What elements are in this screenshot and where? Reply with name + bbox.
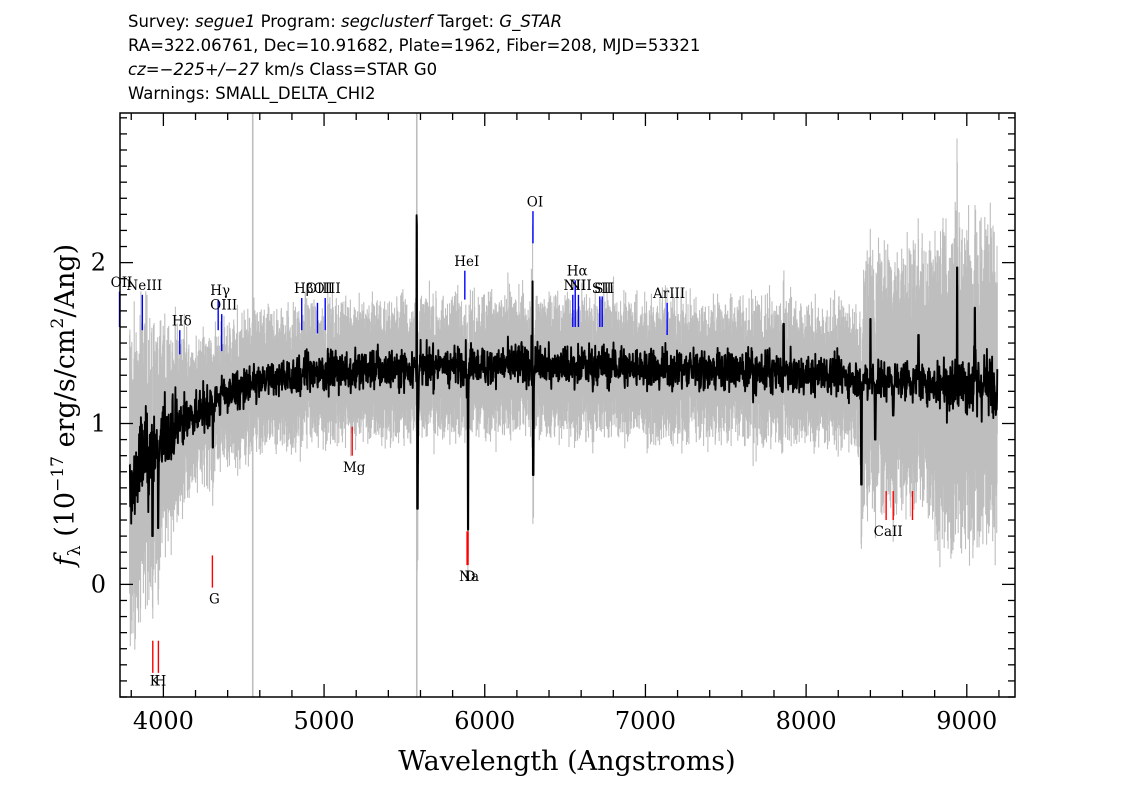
line-label: OIII (210, 297, 237, 313)
flux-series (128, 214, 999, 538)
x-tick-label: 6000 (454, 707, 515, 735)
line-label: Hγ (210, 283, 230, 299)
class-text: km/s Class=STAR G0 (259, 60, 438, 79)
y-axis-label: fλ (10−17 erg/s/cm2/Ang) (48, 244, 85, 568)
line-label: CaII (874, 524, 903, 540)
x-tick-label: 4000 (133, 707, 194, 735)
header-line-survey: Survey: segue1 Program: segclusterf Targ… (128, 10, 700, 34)
y-label-lambda: λ (65, 545, 85, 556)
line-label: Na (459, 569, 479, 585)
y-tick-label: 2 (91, 249, 106, 277)
header-line-coords: RA=322.06761, Dec=10.91682, Plate=1962, … (128, 36, 701, 55)
survey-label: Survey: (128, 12, 190, 31)
y-tick-label: 0 (91, 570, 106, 598)
line-label: SII (592, 281, 612, 297)
line-label: D (465, 569, 476, 585)
line-label: Mg (343, 460, 366, 476)
y-label-exp1: −17 (48, 456, 68, 492)
cz-label: cz= (128, 60, 160, 79)
plot-frame (119, 112, 1016, 698)
line-label: HeI (454, 254, 479, 270)
line-label: NeIII (126, 278, 162, 294)
cz-value: −225+/−27 (159, 60, 260, 79)
x-tick-label: 5000 (294, 707, 355, 735)
x-tick-label: 8000 (776, 707, 837, 735)
program-label: Program: (260, 12, 336, 31)
y-tick-label: 1 (91, 410, 106, 438)
y-label-exp2: 2 (48, 318, 68, 329)
axis-ticks (120, 113, 1015, 698)
spectrum-header: Survey: segue1 Program: segclusterf Targ… (128, 10, 700, 106)
line-label: K (150, 674, 161, 690)
y-label-part3: /Ang) (50, 244, 81, 318)
x-axis-label: Wavelength (Angstroms) (398, 746, 735, 777)
target-value: G_STAR (499, 12, 563, 31)
line-label: Hβ (294, 281, 314, 297)
y-label-f: f (50, 552, 81, 568)
line-label: OIII (306, 281, 333, 297)
header-line-redshift: cz=−225+/−27 km/s Class=STAR G0 (128, 58, 700, 82)
line-label: OI (527, 194, 543, 210)
survey-value: segue1 (195, 12, 256, 31)
header-line-warnings: Warnings: SMALL_DELTA_CHI2 (128, 84, 376, 103)
flux-line (128, 214, 999, 538)
line-label: Hδ (172, 313, 192, 329)
line-label: ArIII (652, 286, 685, 302)
line-label: SII (594, 281, 614, 297)
line-label: Hα (567, 263, 588, 279)
axis-tick-labels: 4000 5000 6000 7000 8000 9000 0 1 2 (91, 249, 998, 735)
line-label: H (155, 674, 167, 690)
line-label: G (209, 592, 220, 608)
program-value: segclusterf (341, 12, 433, 31)
target-label: Target: (437, 12, 495, 31)
line-label: OIII (314, 281, 341, 297)
x-tick-label: 7000 (615, 707, 676, 735)
line-label: NII (569, 278, 591, 294)
y-label-part1: (10 (50, 492, 81, 545)
line-annotations: OIINeIIIHδHγOIIIHβOIIIOIIIHeIOINIIHαNIIS… (111, 194, 914, 690)
y-label-part2: erg/s/cm (50, 328, 81, 456)
x-tick-label: 9000 (936, 707, 997, 735)
